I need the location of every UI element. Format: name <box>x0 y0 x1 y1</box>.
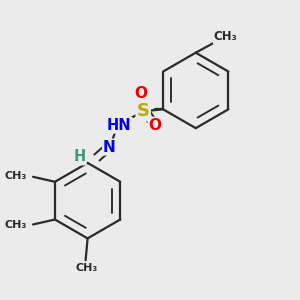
Text: H: H <box>74 149 86 164</box>
Text: CH₃: CH₃ <box>76 263 98 273</box>
Text: O: O <box>135 86 148 101</box>
Text: N: N <box>103 140 116 154</box>
Text: CH₃: CH₃ <box>5 171 27 181</box>
Text: HN: HN <box>107 118 132 133</box>
Text: O: O <box>148 118 162 133</box>
Text: CH₃: CH₃ <box>5 220 27 230</box>
Text: CH₃: CH₃ <box>214 30 237 43</box>
Text: S: S <box>137 102 150 120</box>
